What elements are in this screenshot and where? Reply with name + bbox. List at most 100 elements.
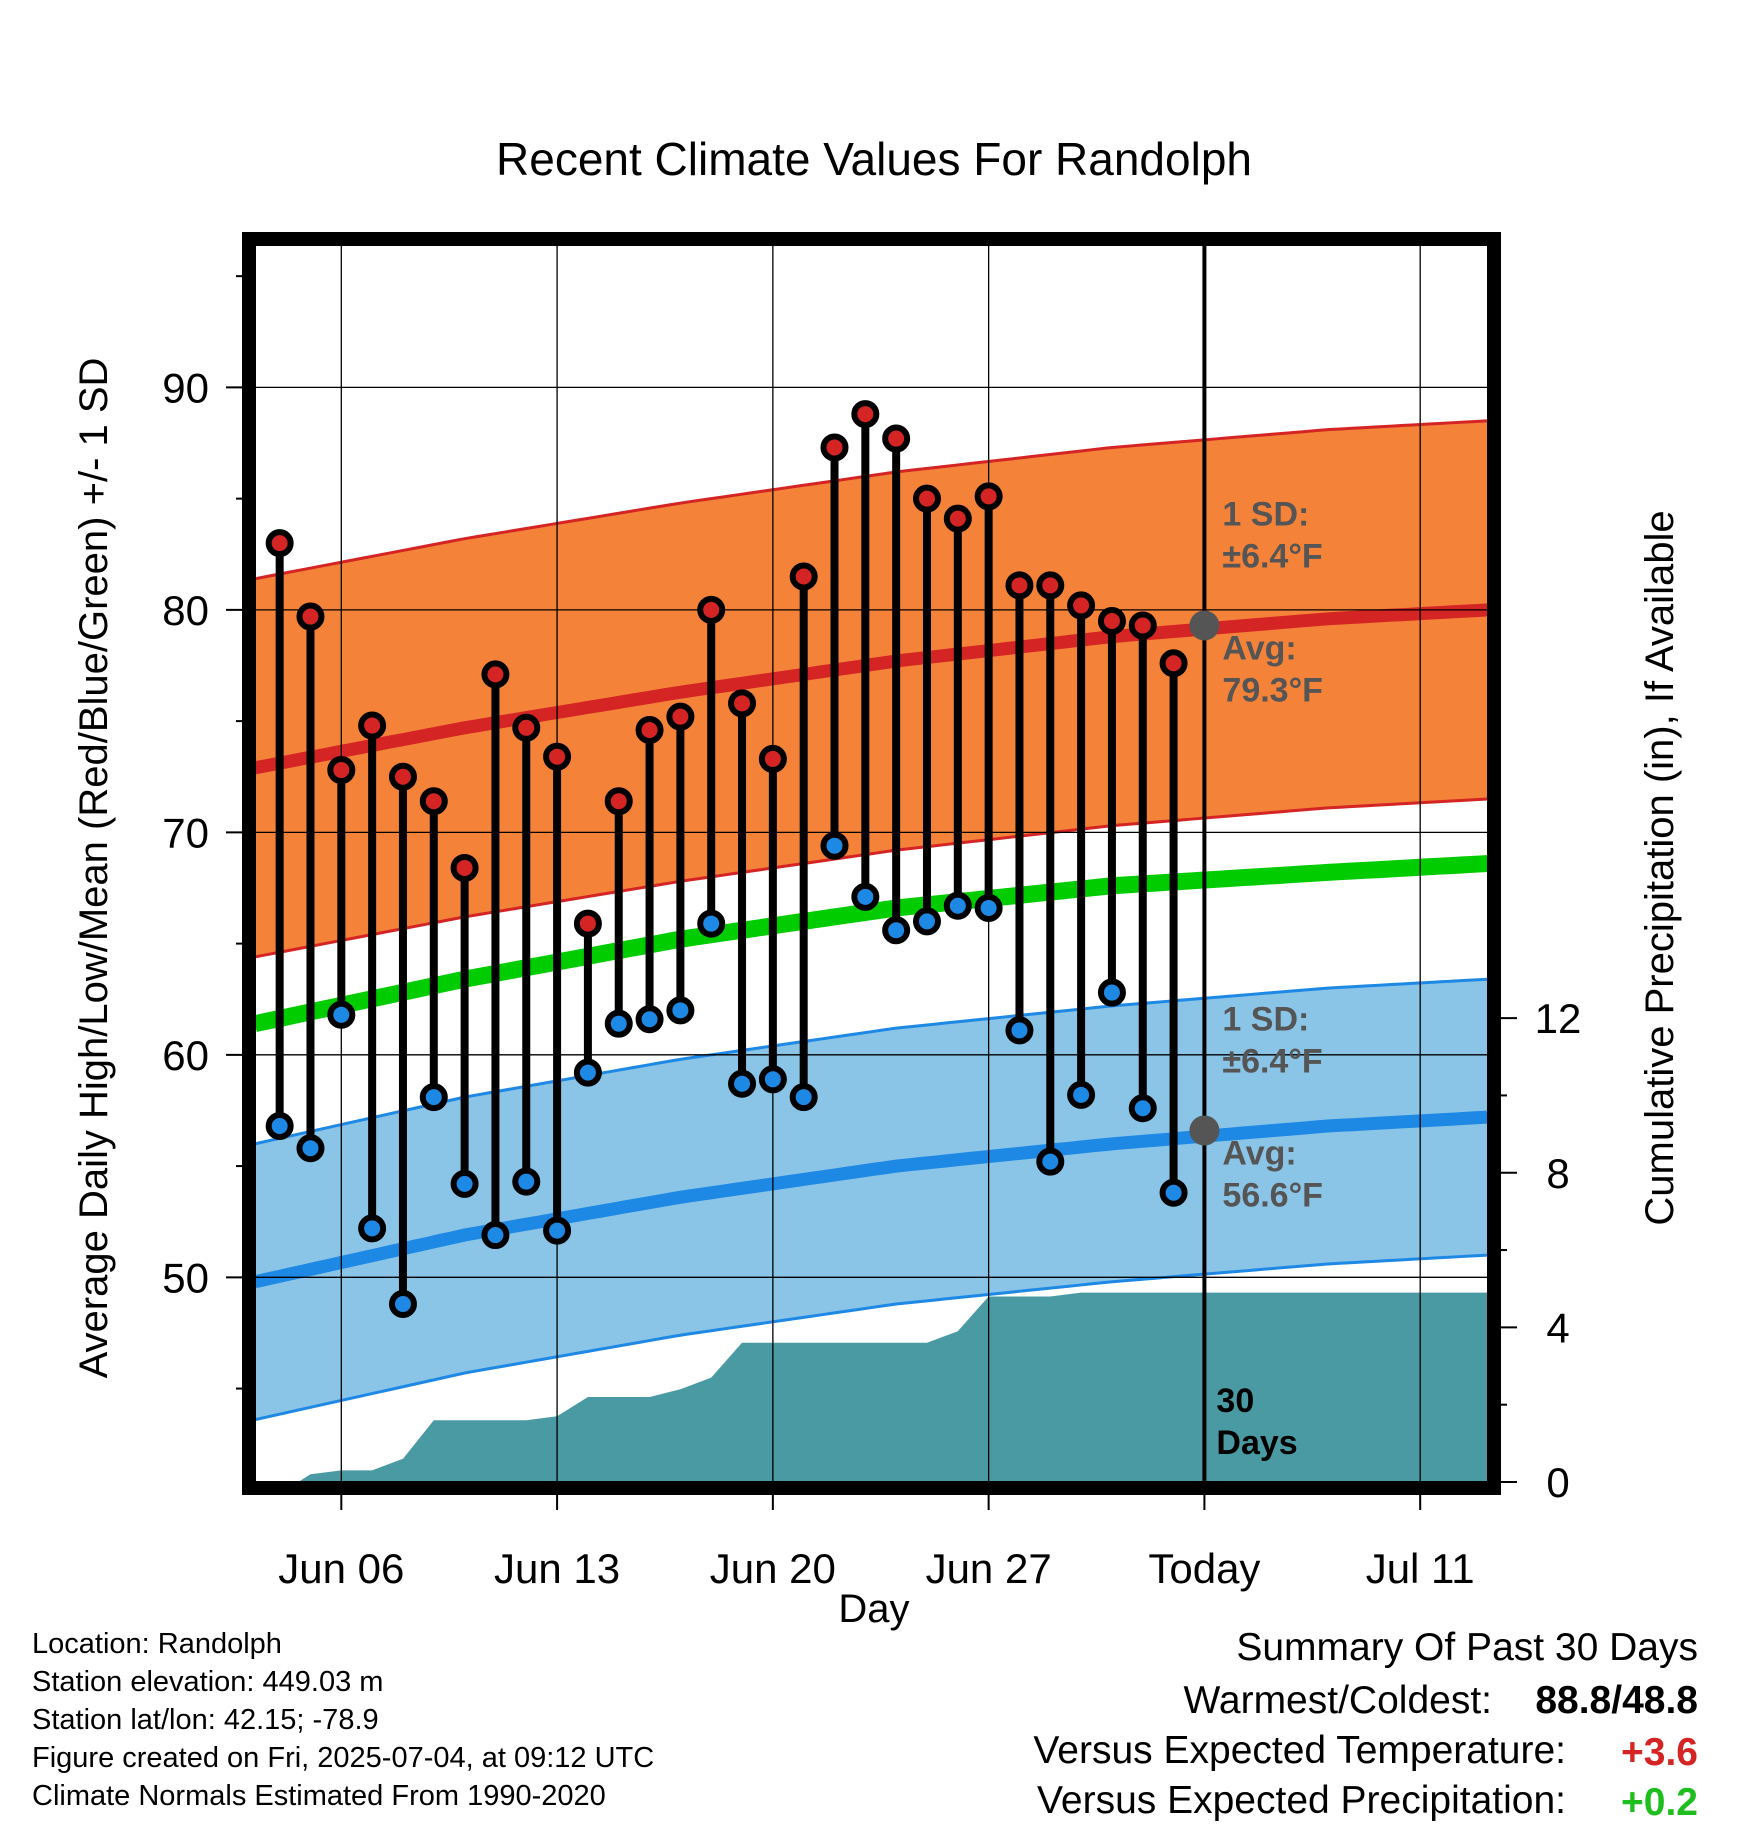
- daily-low-point: [481, 1221, 510, 1250]
- daily-low-point: [1067, 1080, 1096, 1109]
- plot-inner: 1 SD: ±6.4°F Avg: 79.3°F 1 SD: ±6.4°F Avg: 56.6…: [255, 245, 1488, 1482]
- daily-low-point: [1036, 1147, 1065, 1176]
- daily-high-point: [358, 711, 387, 740]
- daily-high-point: [820, 433, 849, 462]
- summary-precip-label: Versus Expected Precipitation:: [1037, 1779, 1566, 1822]
- x-tick-label: Today: [1148, 1545, 1260, 1592]
- high-avg-value: 79.3°F: [1222, 671, 1323, 709]
- daily-high-point: [697, 595, 726, 624]
- info-location: Location: Randolph: [32, 1628, 282, 1660]
- daily-low-point: [635, 1005, 664, 1034]
- daily-low-point: [758, 1065, 787, 1094]
- daily-low-point: [265, 1112, 294, 1141]
- daily-low-point: [573, 1058, 602, 1087]
- daily-high-point: [481, 660, 510, 689]
- daily-high-point: [728, 689, 757, 718]
- daily-low-point: [1159, 1178, 1188, 1207]
- y-tick-label: 80: [162, 587, 209, 634]
- daily-low-point: [604, 1009, 633, 1038]
- x-tick-label: Jun 13: [494, 1545, 620, 1592]
- daily-low-point: [697, 909, 726, 938]
- daily-high-point: [543, 742, 572, 771]
- high-sd-value: ±6.4°F: [1222, 537, 1322, 575]
- y-tick-label: 50: [162, 1254, 209, 1301]
- summary-temp-value: +3.6: [1621, 1731, 1698, 1774]
- daily-high-point: [943, 504, 972, 533]
- daily-high-point: [974, 482, 1003, 511]
- plot-frame: [242, 232, 1501, 1495]
- daily-low-point: [943, 891, 972, 920]
- daily-low-point: [789, 1083, 818, 1112]
- info-elevation: Station elevation: 449.03 m: [32, 1666, 383, 1698]
- daily-low-point: [974, 893, 1003, 922]
- station-info: Location: Randolph Station elevation: 44…: [32, 1628, 654, 1812]
- low-normal-line: [255, 1110, 1488, 1289]
- daily-low-point: [358, 1214, 387, 1243]
- daily-low-point: [388, 1290, 417, 1319]
- daily-high-point: [789, 562, 818, 591]
- low-sd-label: 1 SD:: [1222, 1000, 1309, 1038]
- daily-low-point: [296, 1134, 325, 1163]
- plot-area: 1 SD: ±6.4°F Avg: 79.3°F 1 SD: ±6.4°F Avg: 56.6…: [162, 232, 1581, 1592]
- daily-high-point: [388, 762, 417, 791]
- low-avg-label: Avg:: [1222, 1134, 1296, 1172]
- daily-high-point: [327, 756, 356, 785]
- daily-high-point: [758, 744, 787, 773]
- high-normal-band-upper: [255, 419, 1488, 581]
- x-tick-label: Jul 11: [1366, 1545, 1475, 1592]
- daily-low-point: [851, 882, 880, 911]
- summary-title: Summary Of Past 30 Days: [1236, 1626, 1698, 1669]
- summary-temp-label: Versus Expected Temperature:: [1033, 1729, 1566, 1772]
- daily-low-point: [1005, 1016, 1034, 1045]
- daily-high-point: [882, 424, 911, 453]
- y-tick-label: 60: [162, 1032, 209, 1079]
- daily-high-point: [265, 529, 294, 558]
- summary-precip-value: +0.2: [1621, 1781, 1698, 1824]
- daily-low-point: [912, 907, 941, 936]
- x-axis-label: Day: [838, 1587, 909, 1631]
- y2-axis-label: Cumulative Precipitation (in), If Availa…: [1638, 510, 1682, 1225]
- summary-box: Summary Of Past 30 Days Warmest/Coldest:…: [1033, 1626, 1698, 1824]
- info-created: Figure created on Fri, 2025-07-04, at 09…: [32, 1742, 654, 1774]
- daily-high-point: [912, 484, 941, 513]
- low-normal-band: [255, 979, 1488, 1420]
- low-avg-value: 56.6°F: [1222, 1176, 1323, 1214]
- x-tick-label: Jun 20: [710, 1545, 836, 1592]
- high-normal-line: [255, 603, 1488, 775]
- today-low-avg-marker: [1189, 1115, 1220, 1146]
- daily-high-point: [666, 702, 695, 731]
- today-days-number: 30: [1216, 1382, 1254, 1420]
- daily-low-point: [728, 1069, 757, 1098]
- mean-normal-line: [255, 855, 1488, 1033]
- summary-warm-cold-label: Warmest/Coldest:: [1184, 1679, 1492, 1722]
- daily-low-point: [327, 1000, 356, 1029]
- today-high-avg-marker: [1189, 610, 1220, 641]
- info-latlon: Station lat/lon: 42.15; -78.9: [32, 1704, 379, 1736]
- daily-high-point: [450, 853, 479, 882]
- daily-high-point: [296, 602, 325, 631]
- daily-high-point: [419, 787, 448, 816]
- daily-high-point: [1097, 606, 1126, 635]
- daily-high-point: [851, 400, 880, 429]
- daily-low-point: [882, 916, 911, 945]
- high-normal-band-lower: [255, 797, 1488, 959]
- daily-high-point: [1005, 571, 1034, 600]
- y-tick-label: 90: [162, 364, 209, 411]
- precip-area: [255, 1292, 1488, 1482]
- daily-high-point: [604, 787, 633, 816]
- daily-high-point: [1036, 571, 1065, 600]
- y-tick-label: 70: [162, 809, 209, 856]
- low-normal-band-upper: [255, 977, 1488, 1146]
- daily-low-point: [543, 1216, 572, 1245]
- low-normal-band-lower: [255, 1253, 1488, 1422]
- daily-low-point: [450, 1169, 479, 1198]
- daily-low-point: [419, 1083, 448, 1112]
- today-days-word: Days: [1216, 1424, 1297, 1462]
- info-normals: Climate Normals Estimated From 1990-2020: [32, 1780, 606, 1812]
- daily-high-point: [635, 716, 664, 745]
- y2-tick-label: 4: [1546, 1304, 1569, 1351]
- low-sd-value: ±6.4°F: [1222, 1042, 1322, 1080]
- daily-high-point: [1159, 649, 1188, 678]
- daily-low-point: [512, 1167, 541, 1196]
